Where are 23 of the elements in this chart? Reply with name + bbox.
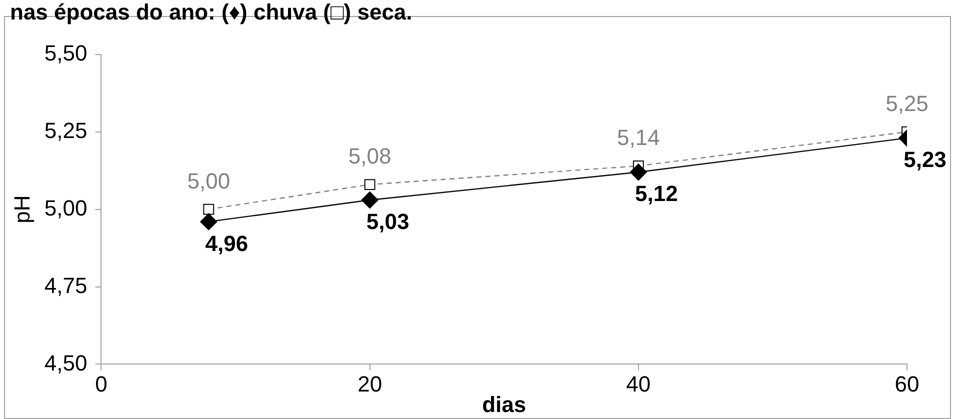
data-label: 5,03 [366,209,410,234]
data-label: 5,12 [634,181,678,206]
y-axis-title: pH [9,195,34,224]
data-label: 4,96 [205,230,248,256]
chart-title: nas épocas do ano: (♦) chuva (□) seca. [10,0,412,24]
x-axis-title: dias [482,392,526,417]
x-tick-label: 0 [95,371,108,396]
point [630,164,647,181]
point [200,213,218,230]
data-label: 5,14 [616,124,660,150]
y-tick-label: 5,25 [44,118,88,143]
data-label: 5,08 [348,144,392,169]
x-tick-label: 40 [626,371,651,396]
y-tick-label: 4,50 [44,350,88,376]
y-tick-label: 5,00 [44,195,88,220]
y-tick-label: 5,50 [44,40,88,66]
data-label: 5,23 [904,147,946,172]
x-tick-label: 20 [358,371,382,396]
data-label: 5,25 [886,90,928,116]
data-label: 5,00 [187,168,230,194]
x-tick-label: 60 [894,371,920,396]
y-tick-label: 4,75 [44,272,88,298]
point [361,192,378,209]
